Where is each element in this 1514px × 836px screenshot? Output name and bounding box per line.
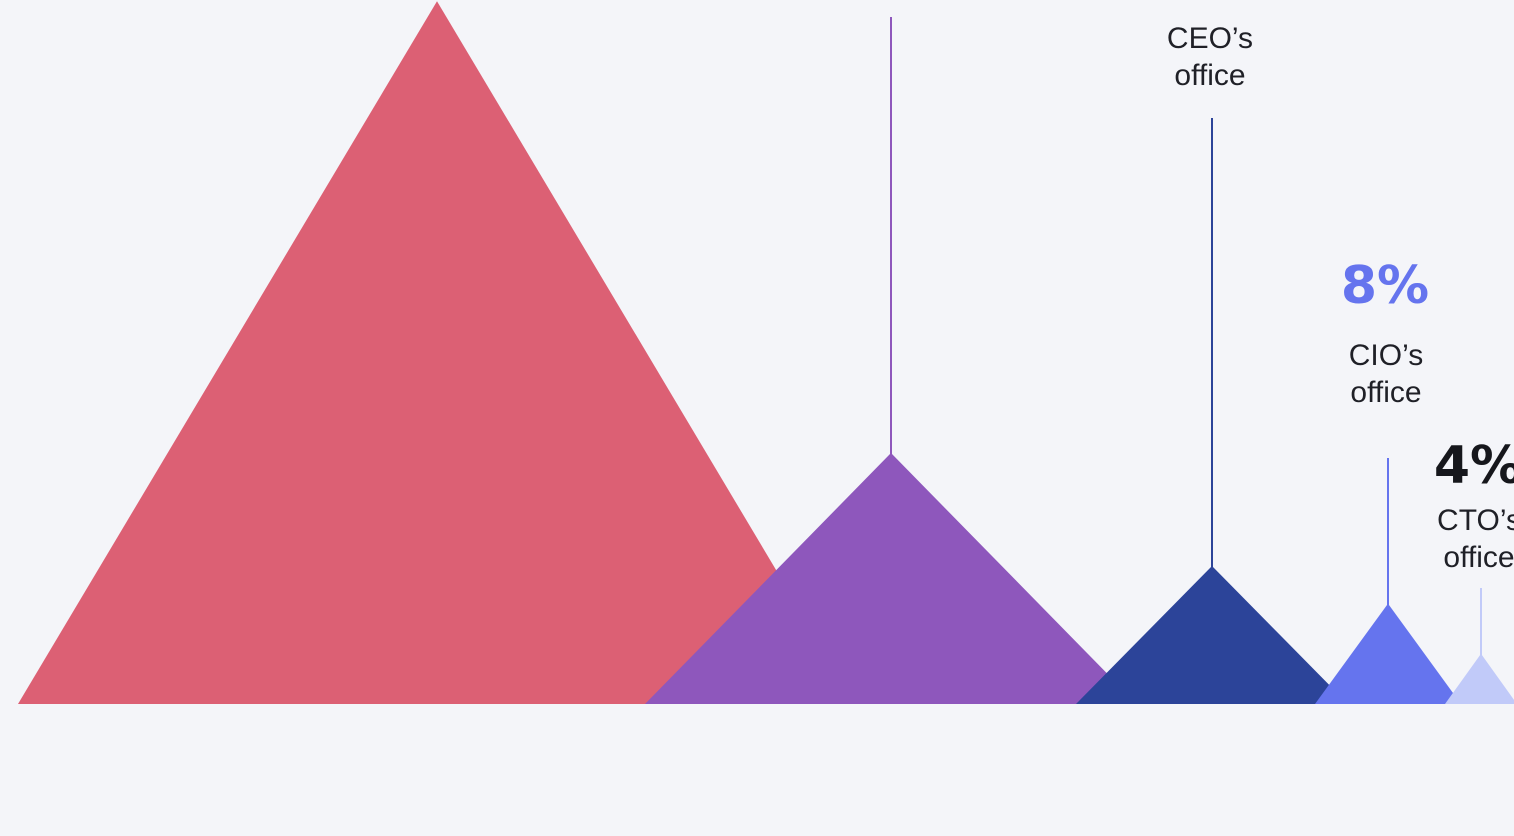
triangle-mark-3 [1076, 565, 1348, 704]
triangle-mark-5 [1445, 653, 1514, 704]
category-label-3: CEO’s office [1167, 22, 1253, 92]
category-label-4: CIO’s office [1349, 339, 1423, 409]
category-label-5: CTO’s office [1437, 504, 1514, 574]
triangle-mark-4 [1315, 603, 1461, 704]
triangle-mark-2 [645, 453, 1137, 704]
percent-label-4: 8% [1341, 256, 1429, 316]
triangle-mark-1 [18, 1, 856, 704]
percent-label-5: 4% [1434, 436, 1514, 496]
